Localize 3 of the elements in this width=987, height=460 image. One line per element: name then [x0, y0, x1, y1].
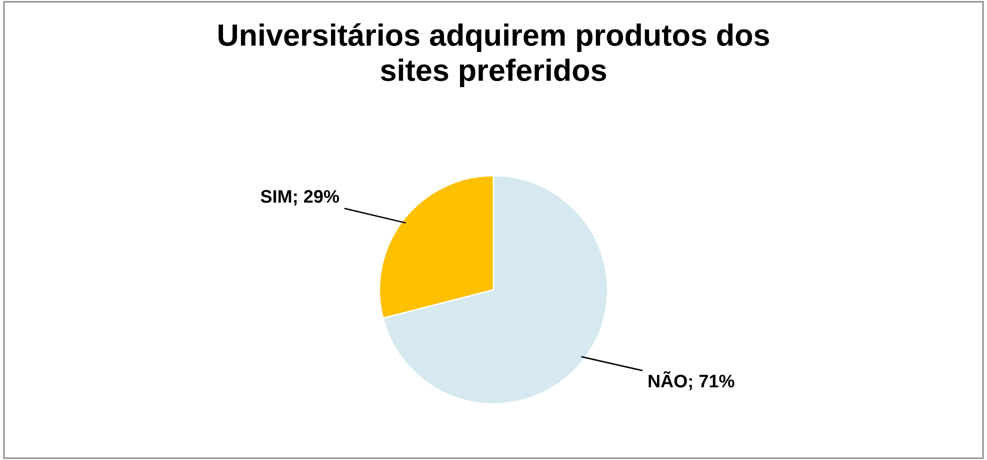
chart-title: Universitários adquirem produtos dos sites preferidos — [218, 23, 770, 88]
slice-label: NÃO; 71% — [648, 371, 734, 390]
slice-label: SIM; 29% — [260, 190, 340, 206]
